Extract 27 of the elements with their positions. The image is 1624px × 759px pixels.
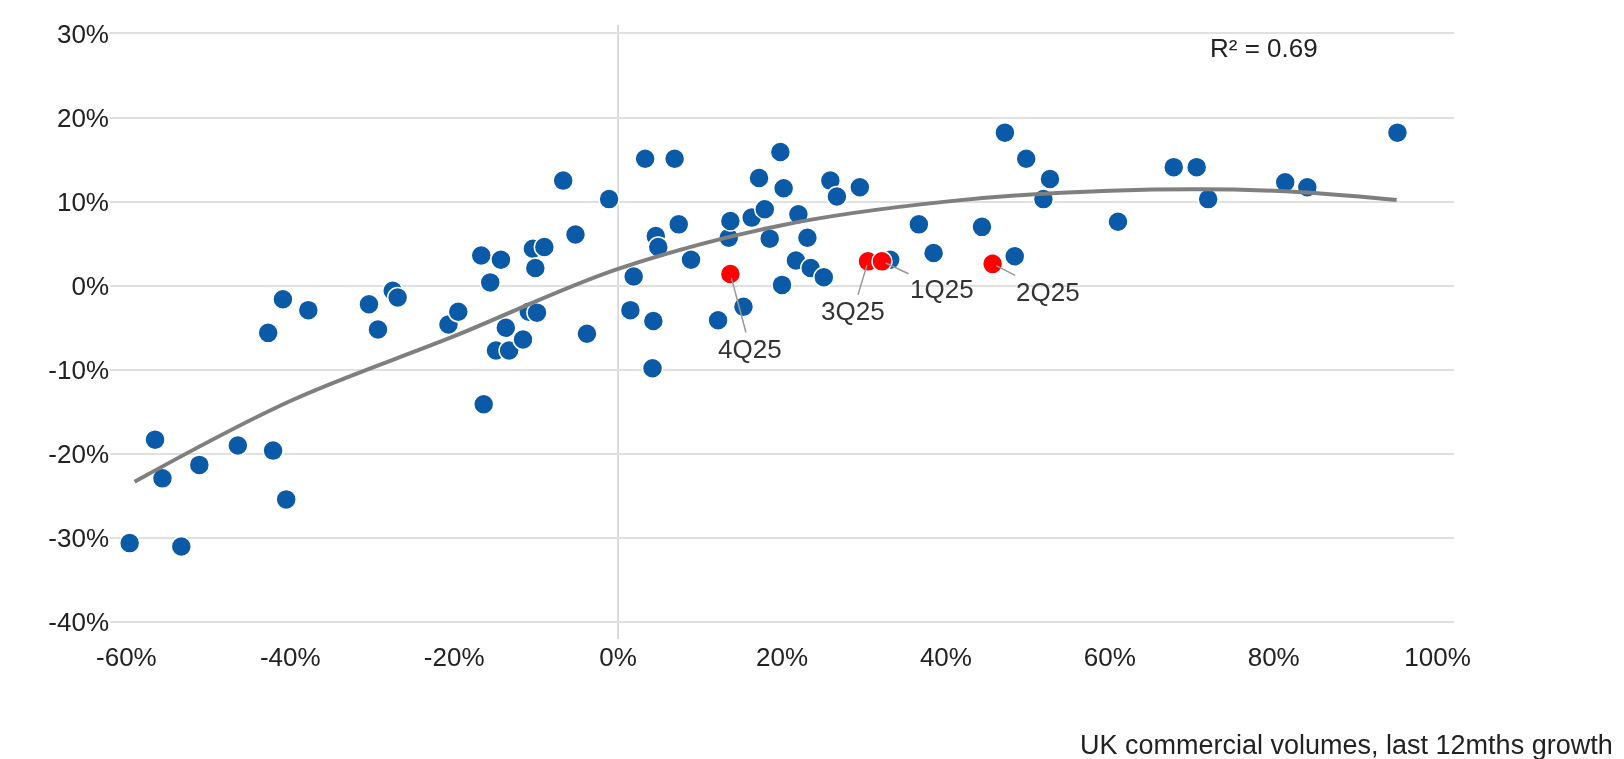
y-tick-label: 20% bbox=[56, 102, 109, 133]
x-tick-label: 60% bbox=[1083, 642, 1136, 672]
x-axis-title: UK commercial volumes, last 12mths growth bbox=[1080, 730, 1613, 759]
y-tick-label: -30% bbox=[48, 523, 109, 554]
x-tick-label: 0% bbox=[599, 642, 637, 672]
x-tick-label: 100% bbox=[1404, 642, 1471, 672]
x-tick-label: -20% bbox=[423, 642, 485, 672]
x-tick-label: -60% bbox=[96, 642, 157, 672]
annotation: 4Q25 bbox=[718, 334, 782, 364]
point bbox=[871, 250, 893, 273]
point bbox=[981, 253, 1004, 275]
x-tick-label: -40% bbox=[259, 642, 321, 672]
annotation: R² = 0.69 bbox=[1210, 33, 1318, 63]
y-tick-label: 0% bbox=[71, 270, 109, 301]
y-tick-label: 30% bbox=[56, 18, 109, 49]
annotation: 1Q25 bbox=[910, 274, 974, 304]
annotation: 2Q25 bbox=[1016, 277, 1080, 307]
annotation: 3Q25 bbox=[821, 296, 885, 326]
y-tick-label: -10% bbox=[48, 354, 109, 385]
x-tick-label: 20% bbox=[755, 642, 809, 672]
x-tick-label: 40% bbox=[919, 642, 972, 672]
y-tick-label: -40% bbox=[48, 607, 109, 638]
point bbox=[719, 263, 742, 285]
x-tick-label: 80% bbox=[1247, 642, 1300, 672]
line-series bbox=[132, 187, 1399, 484]
y-tick-label: -20% bbox=[48, 439, 109, 470]
y-tick-label: 10% bbox=[56, 186, 109, 217]
